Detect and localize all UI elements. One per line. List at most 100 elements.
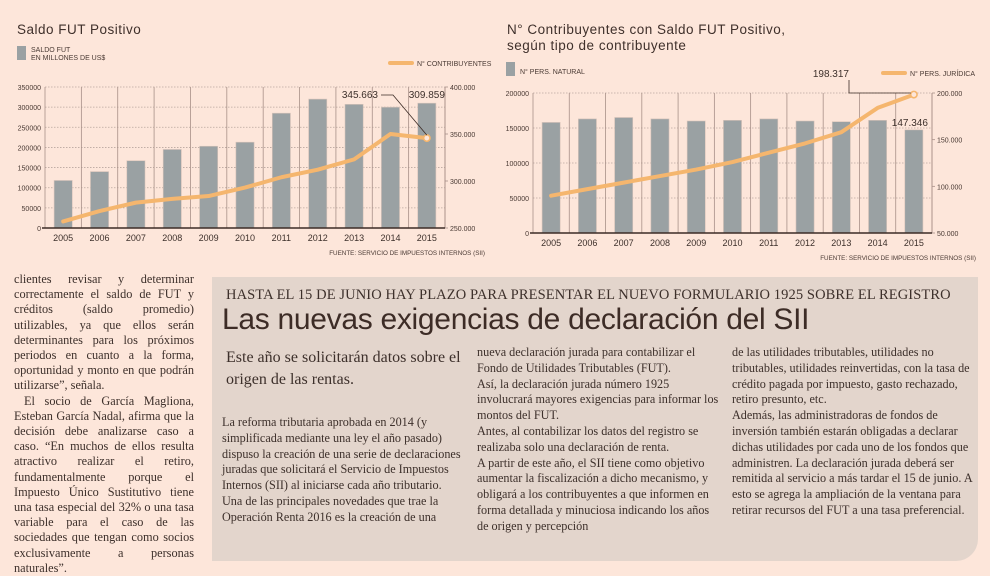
left-axis-tick-label: 100000 [506,161,529,168]
left-axis-tick-label: 0 [525,231,529,238]
legend-bar-label: SALDO FUT [31,47,71,54]
right-axis-tick-label: 100.000 [937,184,962,191]
article-deck: Este año se solicitarán datos sobre el o… [226,347,466,391]
left-axis-tick-label: 150000 [506,126,529,133]
article-kicker: HASTA EL 15 DE JUNIO HAY PLAZO PARA PRES… [226,287,951,304]
col2-paragraph: nueva declaración jurada para contabiliz… [477,345,722,377]
bar [309,99,327,228]
left-axis-tick-label: 200000 [18,145,41,152]
legend-bar-label: N° PERS. NATURAL [520,68,585,76]
right-axis-tick-label: 200.000 [937,91,962,98]
article-column-3: de las utilidades tributables, utilidade… [732,345,972,519]
legend-bar-swatch [17,46,26,60]
bar [163,149,181,228]
col3-paragraph: de las utilidades tributables, utilidade… [732,345,972,408]
col3-paragraph: Además, las administradoras de fondos de… [732,408,972,519]
chart2-title-line1: N° Contribuyentes con Saldo FUT Positivo… [507,22,786,38]
annotation-label: 309.859 [409,90,446,101]
article-box: HASTA EL 15 DE JUNIO HAY PLAZO PARA PRES… [212,277,978,561]
bar [687,121,705,233]
left-axis-tick-label: 250000 [18,125,41,132]
right-axis-tick-label: 400.000 [450,85,475,92]
x-tick-label: 2013 [344,233,364,243]
col1-paragraph: La reforma tributaria aprobada en 2014 (… [222,415,468,494]
x-tick-label: 2009 [199,233,219,243]
x-tick-label: 2010 [235,233,255,243]
x-tick-label: 2011 [759,238,778,248]
x-tick-label: 2011 [272,233,291,243]
x-tick-label: 2006 [90,233,110,243]
left-axis-tick-label: 300000 [18,105,41,112]
article-headline: Las nuevas exigencias de declaración del… [222,303,809,337]
x-tick-label: 2015 [904,238,924,248]
article-column-2: nueva declaración jurada para contabiliz… [477,345,722,535]
col2-paragraph: Así, la declaración jurada número 1925 i… [477,377,722,424]
annotation-label: 147.346 [892,118,929,129]
annotation-leader-line [849,80,911,93]
right-axis-tick-label: 300.000 [450,179,475,186]
x-tick-label: 2008 [650,238,670,248]
bar [200,146,218,228]
bar [905,130,923,233]
x-tick-label: 2014 [380,233,400,243]
article-column-1: La reforma tributaria aprobada en 2014 (… [222,415,468,526]
col2-paragraph: Antes, al contabilizar los datos del reg… [477,424,722,456]
bar [542,122,560,233]
right-axis-tick-label: 150.000 [937,138,962,145]
bar [578,119,596,233]
x-tick-label: 2010 [722,238,742,248]
x-tick-label: 2012 [795,238,815,248]
bar [869,120,887,233]
x-tick-label: 2012 [308,233,328,243]
side-paragraph-1: clientes revisar y determinar correctame… [14,272,194,394]
x-tick-label: 2007 [614,238,634,248]
left-axis-tick-label: 0 [37,226,41,233]
left-axis-tick-label: 200000 [506,91,529,98]
x-tick-label: 2005 [541,238,561,248]
bar [832,122,850,233]
left-axis-tick-label: 50000 [22,206,42,213]
line-end-marker [911,91,917,97]
chart2-title: N° Contribuyentes con Saldo FUT Positivo… [507,22,786,54]
side-paragraph-2: El socio de García Magliona, Esteban Gar… [14,394,194,576]
legend-bar-swatch [506,62,515,76]
legend-line-label: N° CONTRIBUYENTES [417,60,492,68]
bar [418,103,436,228]
x-tick-label: 2007 [126,233,146,243]
col1-paragraph: Una de las principales novedades que tra… [222,494,468,526]
bar [796,121,814,233]
left-axis-tick-label: 100000 [18,186,41,193]
chart-contribuyentes: N° Contribuyentes con Saldo FUT Positivo… [500,0,990,265]
bar [272,113,290,228]
side-column-text: clientes revisar y determinar correctame… [14,272,194,576]
x-tick-label: 2006 [577,238,597,248]
legend-line-label: N° PERS. JURÍDICA [910,69,975,78]
bar [723,120,741,233]
x-tick-label: 2009 [686,238,706,248]
bar [760,119,778,233]
chart2-title-line2: según tipo de contribuyente [507,38,786,54]
annotation-label: 345.663 [342,90,379,101]
bar [615,118,633,234]
chart1-title: Saldo FUT Positivo [17,22,141,38]
source-note: FUENTE: SERVICIO DE IMPUESTOS INTERNOS (… [329,250,485,257]
right-axis-tick-label: 50.000 [937,231,959,238]
right-axis-tick-label: 350.000 [450,132,475,139]
left-axis-tick-label: 50000 [510,196,530,203]
x-tick-label: 2008 [162,233,182,243]
legend-bar-label: EN MILLONES DE US$ [31,55,105,62]
line-end-marker [424,135,430,141]
left-axis-tick-label: 150000 [18,166,41,173]
annotation-label: 198.317 [813,69,850,80]
x-tick-label: 2013 [831,238,851,248]
right-axis-tick-label: 250.000 [450,226,475,233]
x-tick-label: 2015 [417,233,437,243]
x-tick-label: 2005 [53,233,73,243]
col2-paragraph: A partir de este año, el SII tiene como … [477,456,722,535]
x-tick-label: 2014 [868,238,888,248]
bar [345,104,363,228]
source-note: FUENTE: SERVICIO DE IMPUESTOS INTERNOS (… [820,255,976,262]
bar [127,161,145,228]
